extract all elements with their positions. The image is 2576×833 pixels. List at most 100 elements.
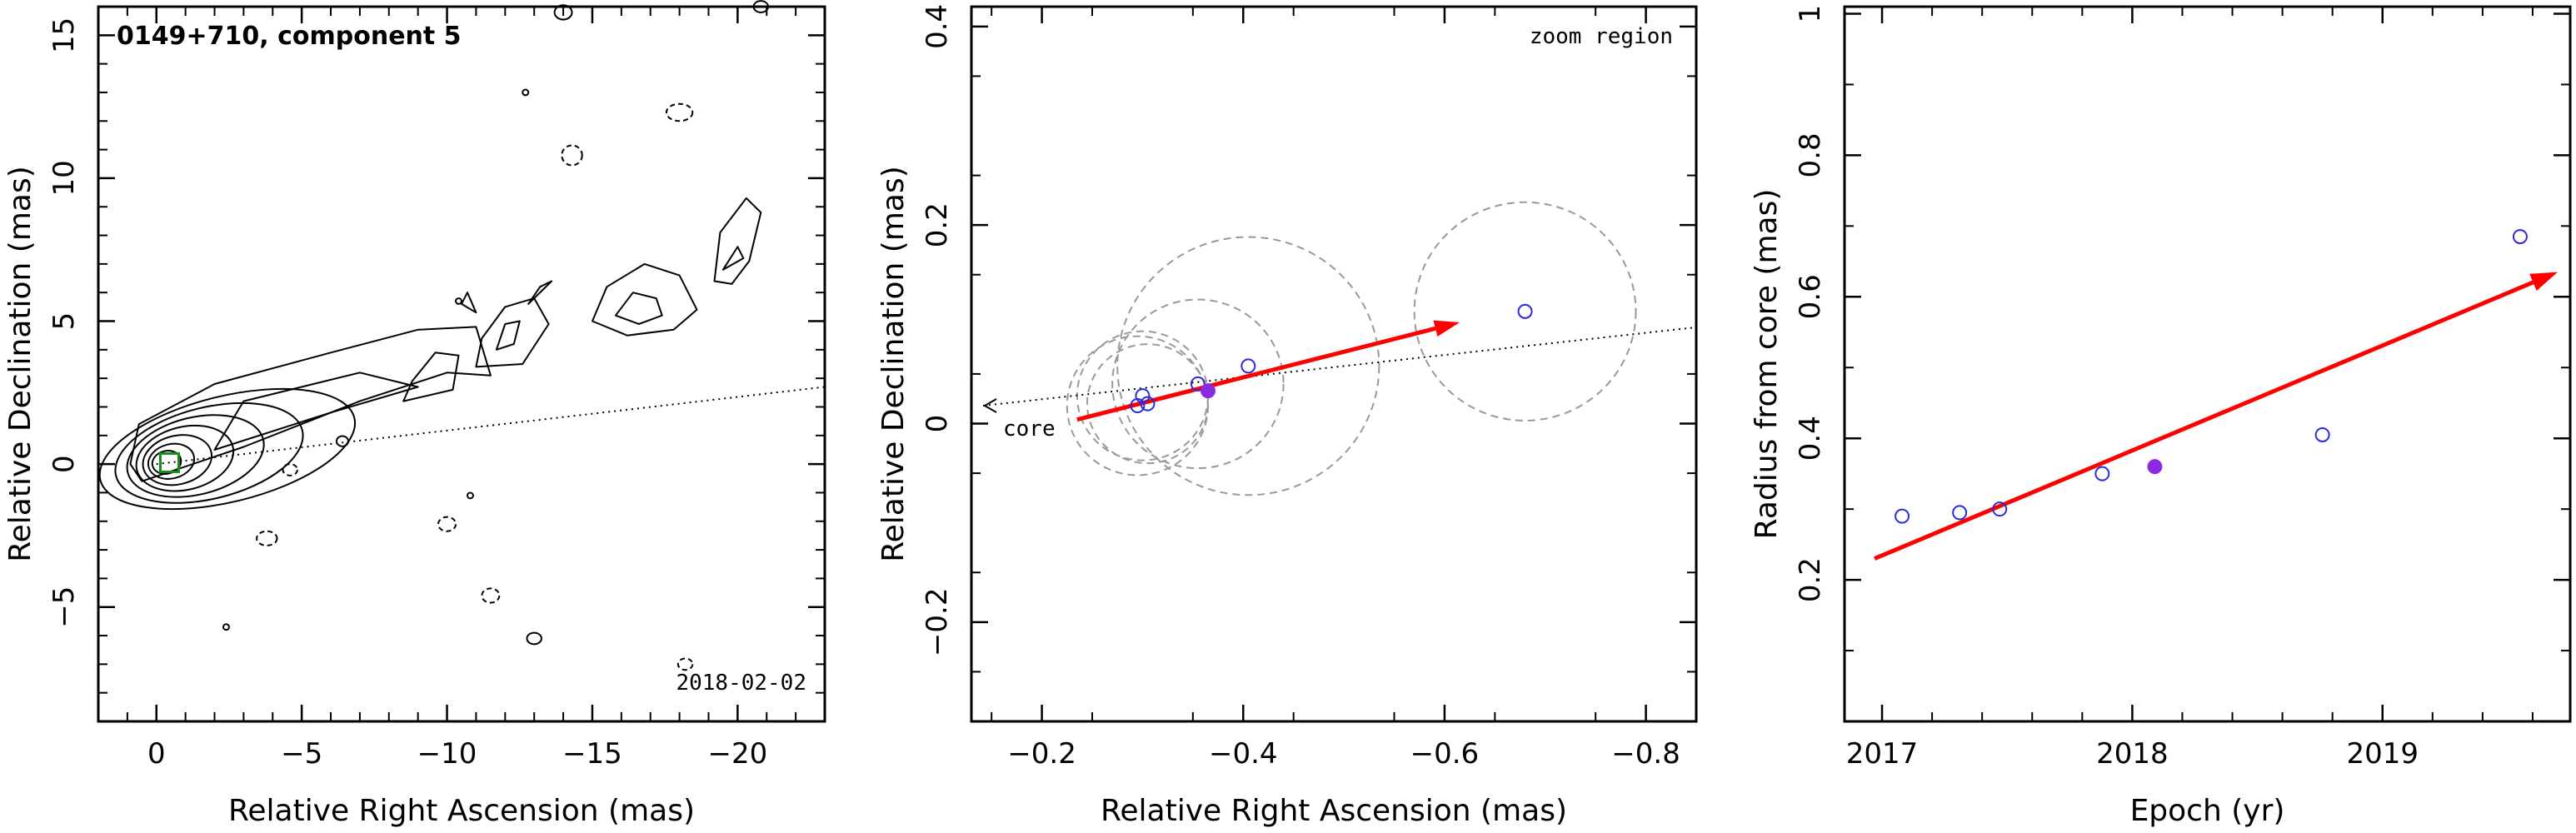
y-tick-label: 0.2 bbox=[921, 202, 954, 247]
filled-point bbox=[1200, 383, 1216, 399]
noise-contour bbox=[222, 623, 230, 631]
open-point bbox=[1140, 396, 1156, 412]
noise-contour bbox=[481, 587, 501, 604]
component-size-circles bbox=[1066, 201, 1637, 496]
x-axis-label: Epoch (yr) bbox=[2130, 794, 2285, 828]
open-point bbox=[2314, 426, 2330, 442]
y-tick-label: 0 bbox=[921, 415, 954, 433]
axis-ticks: 2017 2018 2019 0.2 0.4 0.6 0.8 1 bbox=[1794, 5, 2570, 771]
open-point bbox=[2512, 229, 2528, 245]
jet-contours bbox=[98, 0, 769, 671]
data-points bbox=[1130, 303, 1533, 414]
x-tick-label: −10 bbox=[417, 737, 477, 771]
y-tick-label: 10 bbox=[47, 160, 81, 196]
epoch-label: 2018-02-02 bbox=[676, 671, 806, 696]
jet-contour bbox=[721, 246, 745, 271]
open-point bbox=[1135, 388, 1151, 404]
jet-contour bbox=[592, 262, 698, 337]
open-point bbox=[1895, 508, 1910, 524]
motion-arrow-shaft bbox=[1076, 326, 1436, 422]
core-contour bbox=[142, 434, 213, 486]
y-tick-label: 0.4 bbox=[921, 4, 954, 49]
open-point bbox=[1241, 358, 1256, 374]
x-tick-label: −5 bbox=[281, 737, 322, 771]
y-tick-label: −5 bbox=[47, 586, 81, 628]
y-tick-label: 1 bbox=[1794, 5, 1827, 23]
data-points bbox=[1895, 229, 2528, 524]
x-tick-label: 0 bbox=[147, 737, 166, 771]
noise-contour bbox=[256, 530, 278, 546]
size-circle bbox=[1111, 298, 1285, 470]
jet-contour bbox=[213, 372, 419, 451]
component-marker bbox=[158, 451, 180, 473]
x-tick-label: 2019 bbox=[2346, 737, 2419, 771]
core-arrowhead bbox=[982, 398, 997, 413]
motion-arrow-head bbox=[1433, 320, 1460, 337]
plot-frame bbox=[1843, 5, 2572, 723]
jet-contour bbox=[614, 292, 663, 325]
x-tick-label: −0.4 bbox=[1209, 737, 1278, 771]
core-contour bbox=[135, 424, 235, 492]
y-tick-label: 15 bbox=[47, 17, 81, 53]
x-tick-label: −20 bbox=[707, 737, 767, 771]
y-tick-label: 0.2 bbox=[1794, 557, 1827, 602]
jet-contour bbox=[713, 197, 762, 285]
open-point bbox=[1517, 303, 1533, 319]
fit-arrow bbox=[1874, 272, 2558, 561]
noise-contour bbox=[665, 102, 694, 122]
jet-contour bbox=[527, 280, 553, 305]
y-axis-label: Relative Declination (mas) bbox=[876, 166, 911, 562]
core-contour bbox=[151, 450, 182, 475]
open-point bbox=[2094, 466, 2110, 481]
panel-zoom: −0.2 −0.4 −0.6 −0.8−0.200.20.4 zoom region … bbox=[876, 4, 1698, 828]
panel-radius-epoch: 2017 2018 2019 0.2 0.4 0.6 0.8 1 Epoch (yr) Rad… bbox=[1750, 5, 2572, 828]
x-tick-label: −0.8 bbox=[1611, 737, 1680, 771]
core-contour bbox=[98, 387, 357, 511]
jet-contour bbox=[129, 326, 492, 482]
noise-contour bbox=[561, 144, 583, 167]
trajectory-line bbox=[982, 326, 1697, 407]
y-tick-label: 0 bbox=[47, 455, 81, 473]
plot-frame bbox=[97, 5, 826, 723]
panel-contour-map: 0 −5 −10 −15 −20 −5 0 5 10 15 0149+710, component… bbox=[3, 0, 826, 828]
x-axis-label: Relative Right Ascension (mas) bbox=[1101, 794, 1567, 828]
y-tick-label: 5 bbox=[47, 312, 81, 331]
size-circle bbox=[1413, 201, 1637, 421]
x-tick-label: 2017 bbox=[1846, 737, 1919, 771]
x-tick-label: −0.2 bbox=[1007, 737, 1076, 771]
noise-contour bbox=[466, 491, 474, 500]
y-tick-label: 0.6 bbox=[1794, 274, 1827, 319]
trajectory-line bbox=[156, 386, 826, 466]
noise-contour bbox=[437, 516, 457, 532]
noise-contour bbox=[553, 4, 573, 21]
y-tick-label: 0.4 bbox=[1794, 416, 1827, 461]
axis-ticks: 0 −5 −10 −15 −20 −5 0 5 10 15 bbox=[47, 7, 825, 771]
y-axis-label: Relative Declination (mas) bbox=[3, 166, 37, 562]
zoom-region-label: zoom region bbox=[1530, 24, 1673, 49]
core-contour bbox=[114, 402, 304, 504]
noise-contour bbox=[282, 463, 298, 476]
noise-contour bbox=[455, 297, 463, 305]
core-direction-arrow bbox=[982, 398, 997, 413]
filled-point bbox=[2147, 459, 2163, 475]
noise-contour bbox=[336, 435, 349, 447]
open-point bbox=[1992, 501, 2008, 517]
fit-arrow-head bbox=[2529, 272, 2558, 292]
x-axis-label: Relative Right Ascension (mas) bbox=[228, 794, 695, 828]
y-tick-label: 0.8 bbox=[1794, 132, 1827, 177]
core-contour bbox=[126, 414, 265, 498]
x-tick-label: 2018 bbox=[2096, 737, 2169, 771]
jet-contour bbox=[475, 297, 550, 368]
jet-contour bbox=[461, 292, 477, 314]
open-point bbox=[1952, 505, 1968, 521]
motion-arrow bbox=[1076, 320, 1460, 422]
axis-ticks: −0.2 −0.4 −0.6 −0.8 −0.2 0 0.2 0.4 bbox=[921, 4, 1697, 771]
x-tick-label: −0.6 bbox=[1410, 737, 1480, 771]
noise-contour bbox=[526, 631, 542, 646]
open-point bbox=[1190, 376, 1206, 392]
fit-arrow-shaft bbox=[1874, 280, 2534, 561]
plot-frame bbox=[970, 5, 1698, 723]
noise-contour bbox=[522, 88, 530, 97]
size-circle bbox=[1086, 343, 1209, 465]
